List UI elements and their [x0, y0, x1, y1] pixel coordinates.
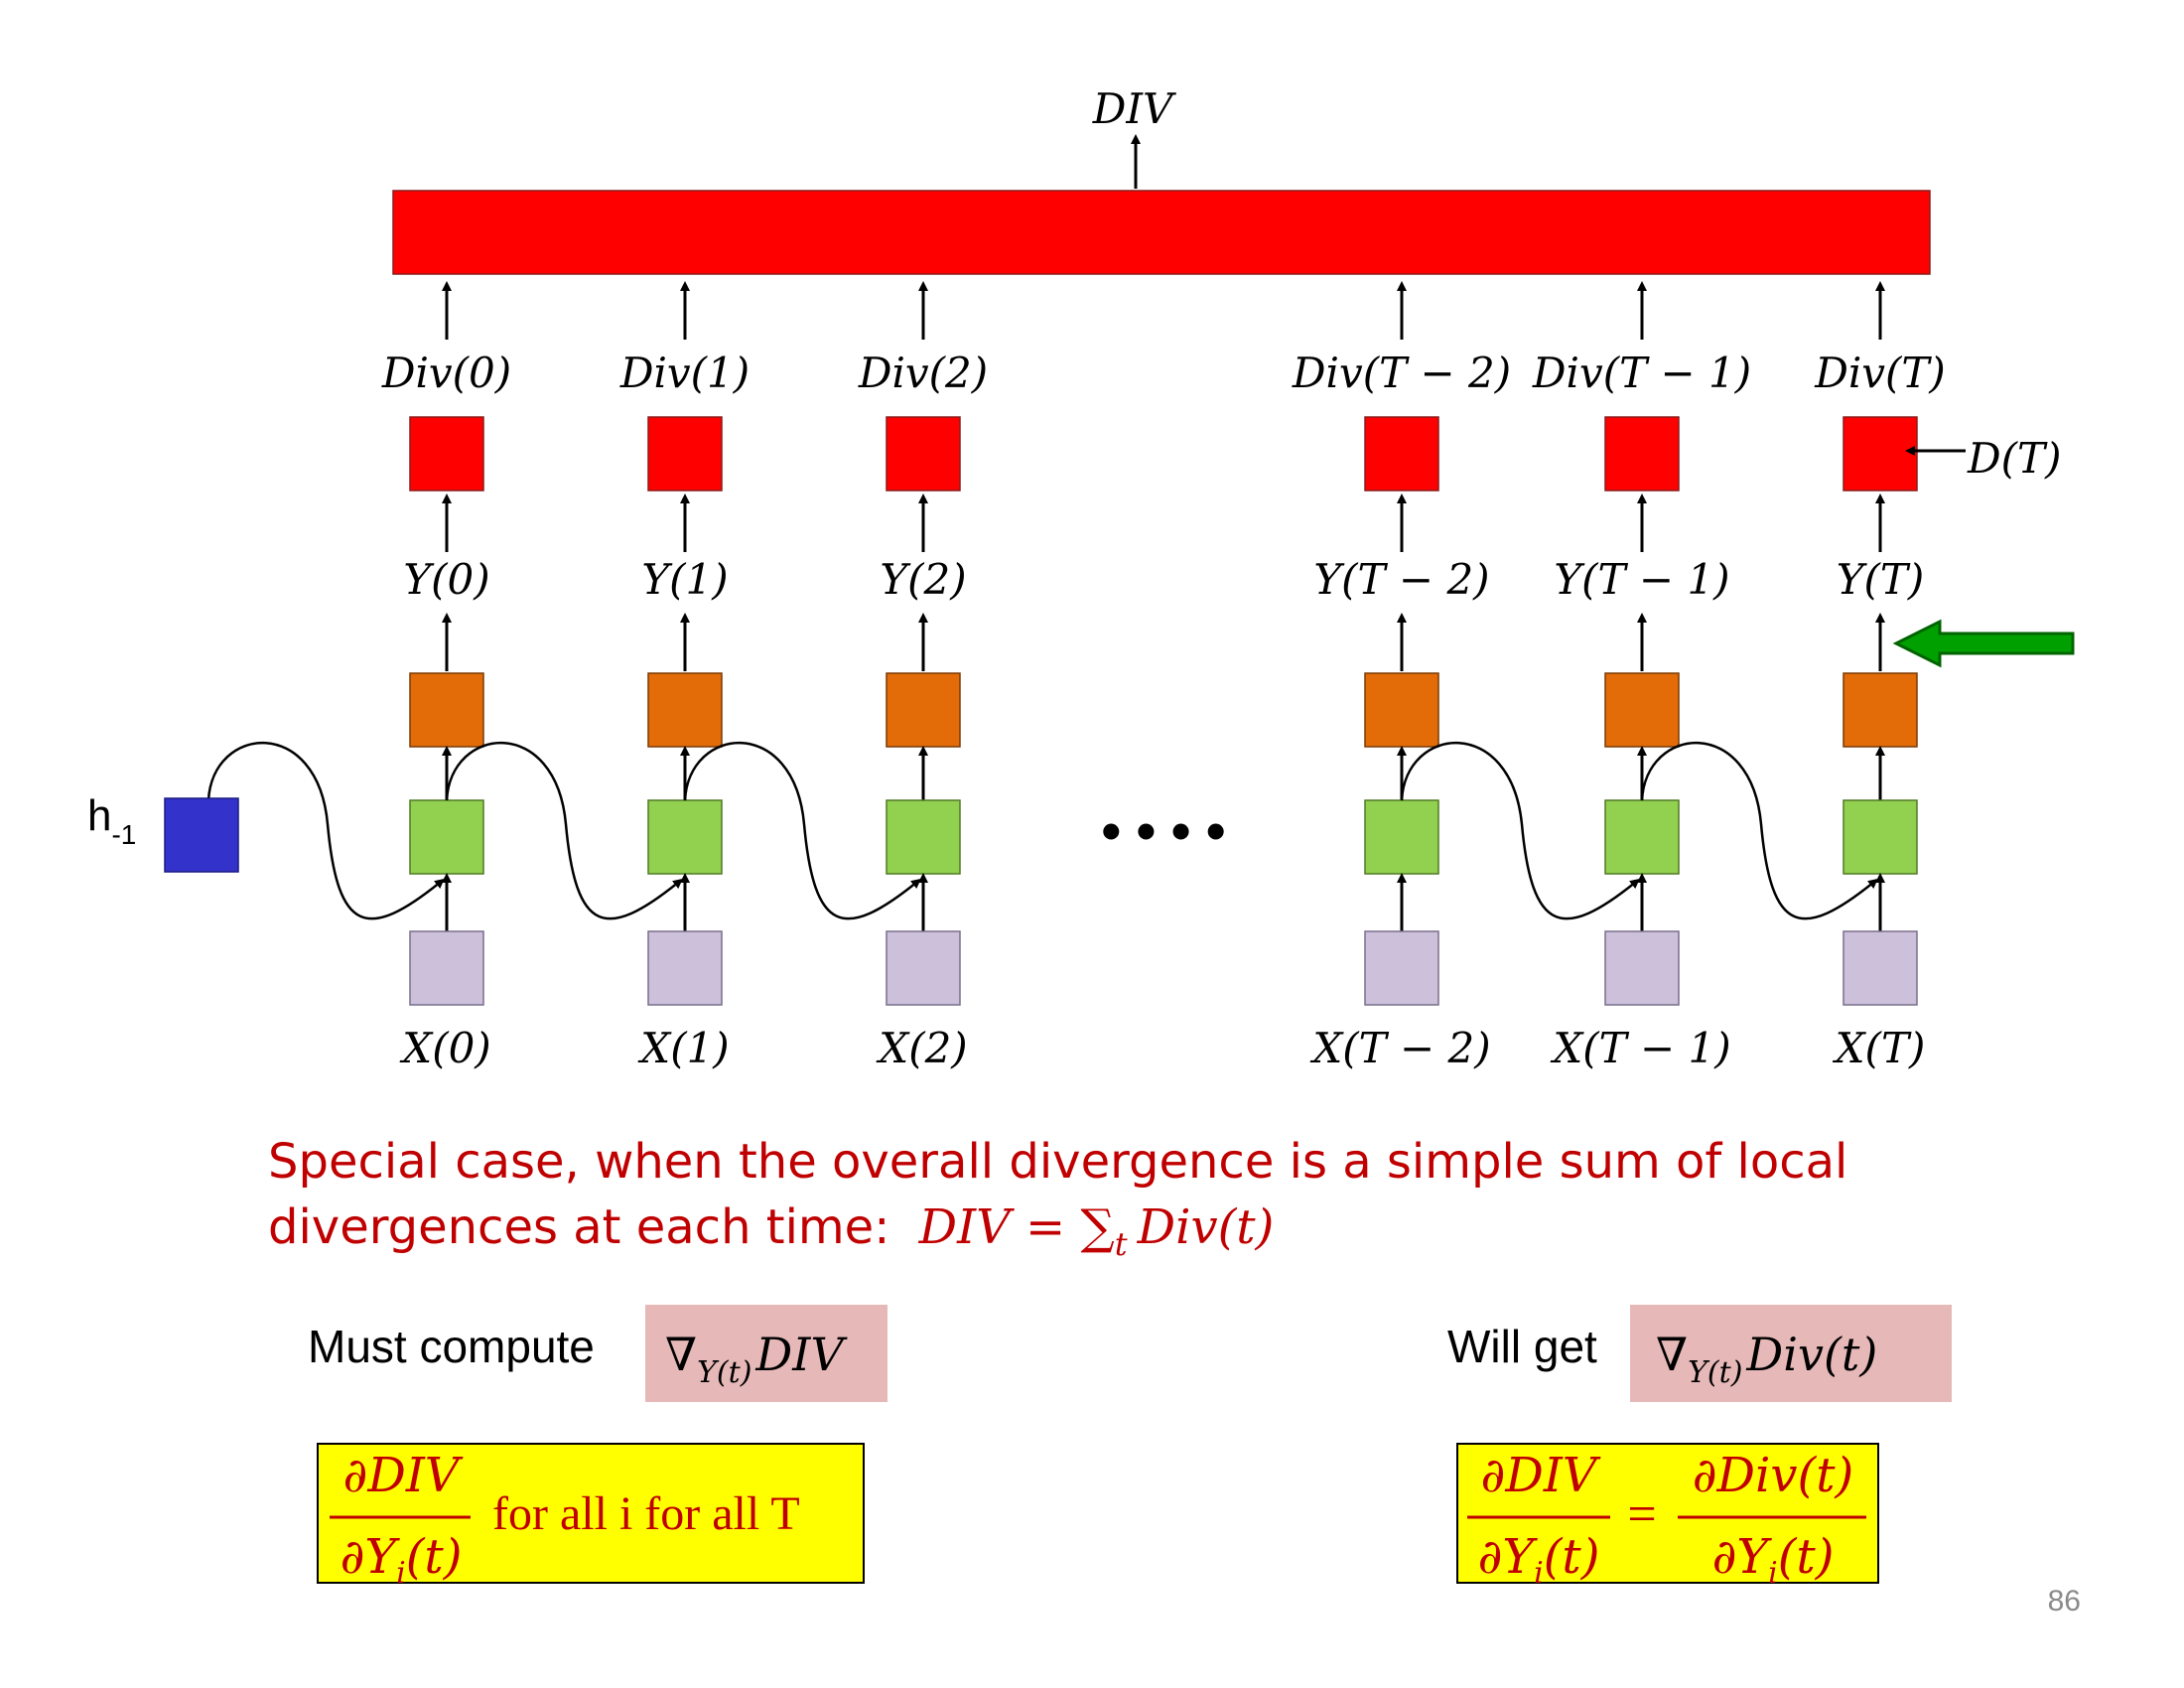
input-block	[647, 930, 723, 1006]
input-label: X(T)	[1833, 1024, 1926, 1072]
caption-line-1: Special case, when the overall divergenc…	[268, 1134, 1847, 1190]
input-label: X(0)	[399, 1024, 490, 1072]
output-label: Y(T − 1)	[1554, 555, 1729, 604]
time-step-column: Div(T) Y(T) X(T)	[1814, 281, 1946, 1072]
right-lhs-numerator: ∂DIV	[1481, 1448, 1601, 1503]
hidden-block	[1604, 799, 1680, 875]
caption-formula-tail: Div(t)	[1137, 1199, 1275, 1255]
desired-output-label: D(T)	[1967, 434, 2061, 483]
input-label: X(T − 2)	[1309, 1024, 1490, 1072]
hidden-block	[1364, 799, 1439, 875]
recurrent-link	[1400, 742, 1640, 920]
left-derivative-box	[317, 1443, 865, 1584]
initial-hidden-block	[164, 797, 239, 873]
output-block	[409, 672, 484, 748]
caption-line-2-text: divergences at each time:	[268, 1199, 889, 1255]
output-label: Y(1)	[641, 555, 728, 604]
caption-formula-sub: t	[1115, 1225, 1128, 1263]
right-derivative-box	[1456, 1443, 1879, 1584]
local-divergence-block	[409, 416, 484, 492]
overall-divergence-bar	[392, 190, 1931, 275]
hidden-block	[886, 799, 961, 875]
output-label: Y(2)	[880, 555, 966, 604]
local-divergence-block	[1604, 416, 1680, 492]
green-pointer-arrow	[1892, 619, 2075, 668]
recurrent-connections	[206, 742, 1878, 920]
input-block	[1843, 930, 1918, 1006]
right-rhs-numerator: ∂Div(t)	[1693, 1448, 1854, 1503]
will-get-label: Will get	[1447, 1321, 1597, 1372]
input-block	[1604, 930, 1680, 1006]
output-label: Y(T − 2)	[1313, 555, 1489, 604]
must-compute-gradient-box	[645, 1305, 887, 1402]
input-block	[886, 930, 961, 1006]
time-step-column: Div(T − 1) Y(T − 1) X(T − 1)	[1532, 281, 1751, 1072]
recurrent-link	[445, 742, 683, 920]
left-frac-numerator: ∂DIV	[343, 1448, 464, 1503]
local-divergence-block	[647, 416, 723, 492]
local-divergence-label: Div(1)	[619, 349, 750, 397]
page-number: 86	[2047, 1585, 2081, 1618]
local-divergence-block	[1843, 416, 1918, 492]
time-step-column: Div(1) Y(1) X(1)	[619, 281, 750, 1072]
output-block	[647, 672, 723, 748]
output-block	[1364, 672, 1439, 748]
must-compute-gradient: ∇Y(t)DIV	[665, 1328, 848, 1390]
input-block	[1364, 930, 1439, 1006]
local-divergence-block	[1364, 416, 1439, 492]
input-label: X(1)	[637, 1024, 729, 1072]
local-divergence-label: Div(0)	[381, 349, 511, 397]
local-divergence-label: Div(T)	[1814, 349, 1946, 397]
initial-hidden-label: h-1	[87, 791, 136, 850]
hidden-block	[647, 799, 723, 875]
recurrent-link	[206, 742, 445, 920]
will-get-gradient-box	[1630, 1305, 1952, 1402]
caption-formula: DIV = ∑	[918, 1199, 1115, 1255]
time-step-column: Div(2) Y(2) X(2)	[858, 281, 988, 1072]
right-equals: =	[1627, 1486, 1656, 1543]
input-label: X(2)	[876, 1024, 967, 1072]
output-block	[886, 672, 961, 748]
right-lhs-denominator: ∂Yi(t)	[1478, 1529, 1600, 1591]
output-block	[1843, 672, 1918, 748]
recurrent-link	[1640, 742, 1878, 920]
local-divergence-label: Div(T − 1)	[1532, 349, 1751, 397]
right-rhs-denominator: ∂Yi(t)	[1712, 1529, 1835, 1591]
input-label: X(T − 1)	[1550, 1024, 1730, 1072]
recurrent-link	[683, 742, 921, 920]
hidden-block	[409, 799, 484, 875]
ellipsis: • • • •	[1101, 799, 1225, 862]
time-step-column: Div(0) Y(0) X(0)	[381, 281, 511, 1072]
time-step-columns: Div(0) Y(0) X(0) Div(1) Y(1) X(1) Div(2) Y(2) X(…	[381, 281, 1946, 1072]
caption-line-2: divergences at each time: DIV = ∑t Div(t)	[268, 1199, 1274, 1263]
output-label: Y(0)	[403, 555, 489, 604]
must-compute-label: Must compute	[308, 1321, 595, 1372]
will-get-gradient: ∇Y(t)Div(t)	[1656, 1328, 1877, 1390]
output-label: Y(T)	[1837, 555, 1925, 604]
time-step-column: Div(T − 2) Y(T − 2) X(T − 2)	[1292, 281, 1511, 1072]
local-divergence-block	[886, 416, 961, 492]
local-divergence-label: Div(T − 2)	[1292, 349, 1511, 397]
top-divergence-label: DIV	[1092, 84, 1176, 133]
hidden-block	[1843, 799, 1918, 875]
input-block	[409, 930, 484, 1006]
local-divergence-label: Div(2)	[858, 349, 988, 397]
left-frac-denominator: ∂Yi(t)	[341, 1529, 463, 1591]
left-derivative-suffix: for all i for all T	[492, 1487, 800, 1540]
output-block	[1604, 672, 1680, 748]
